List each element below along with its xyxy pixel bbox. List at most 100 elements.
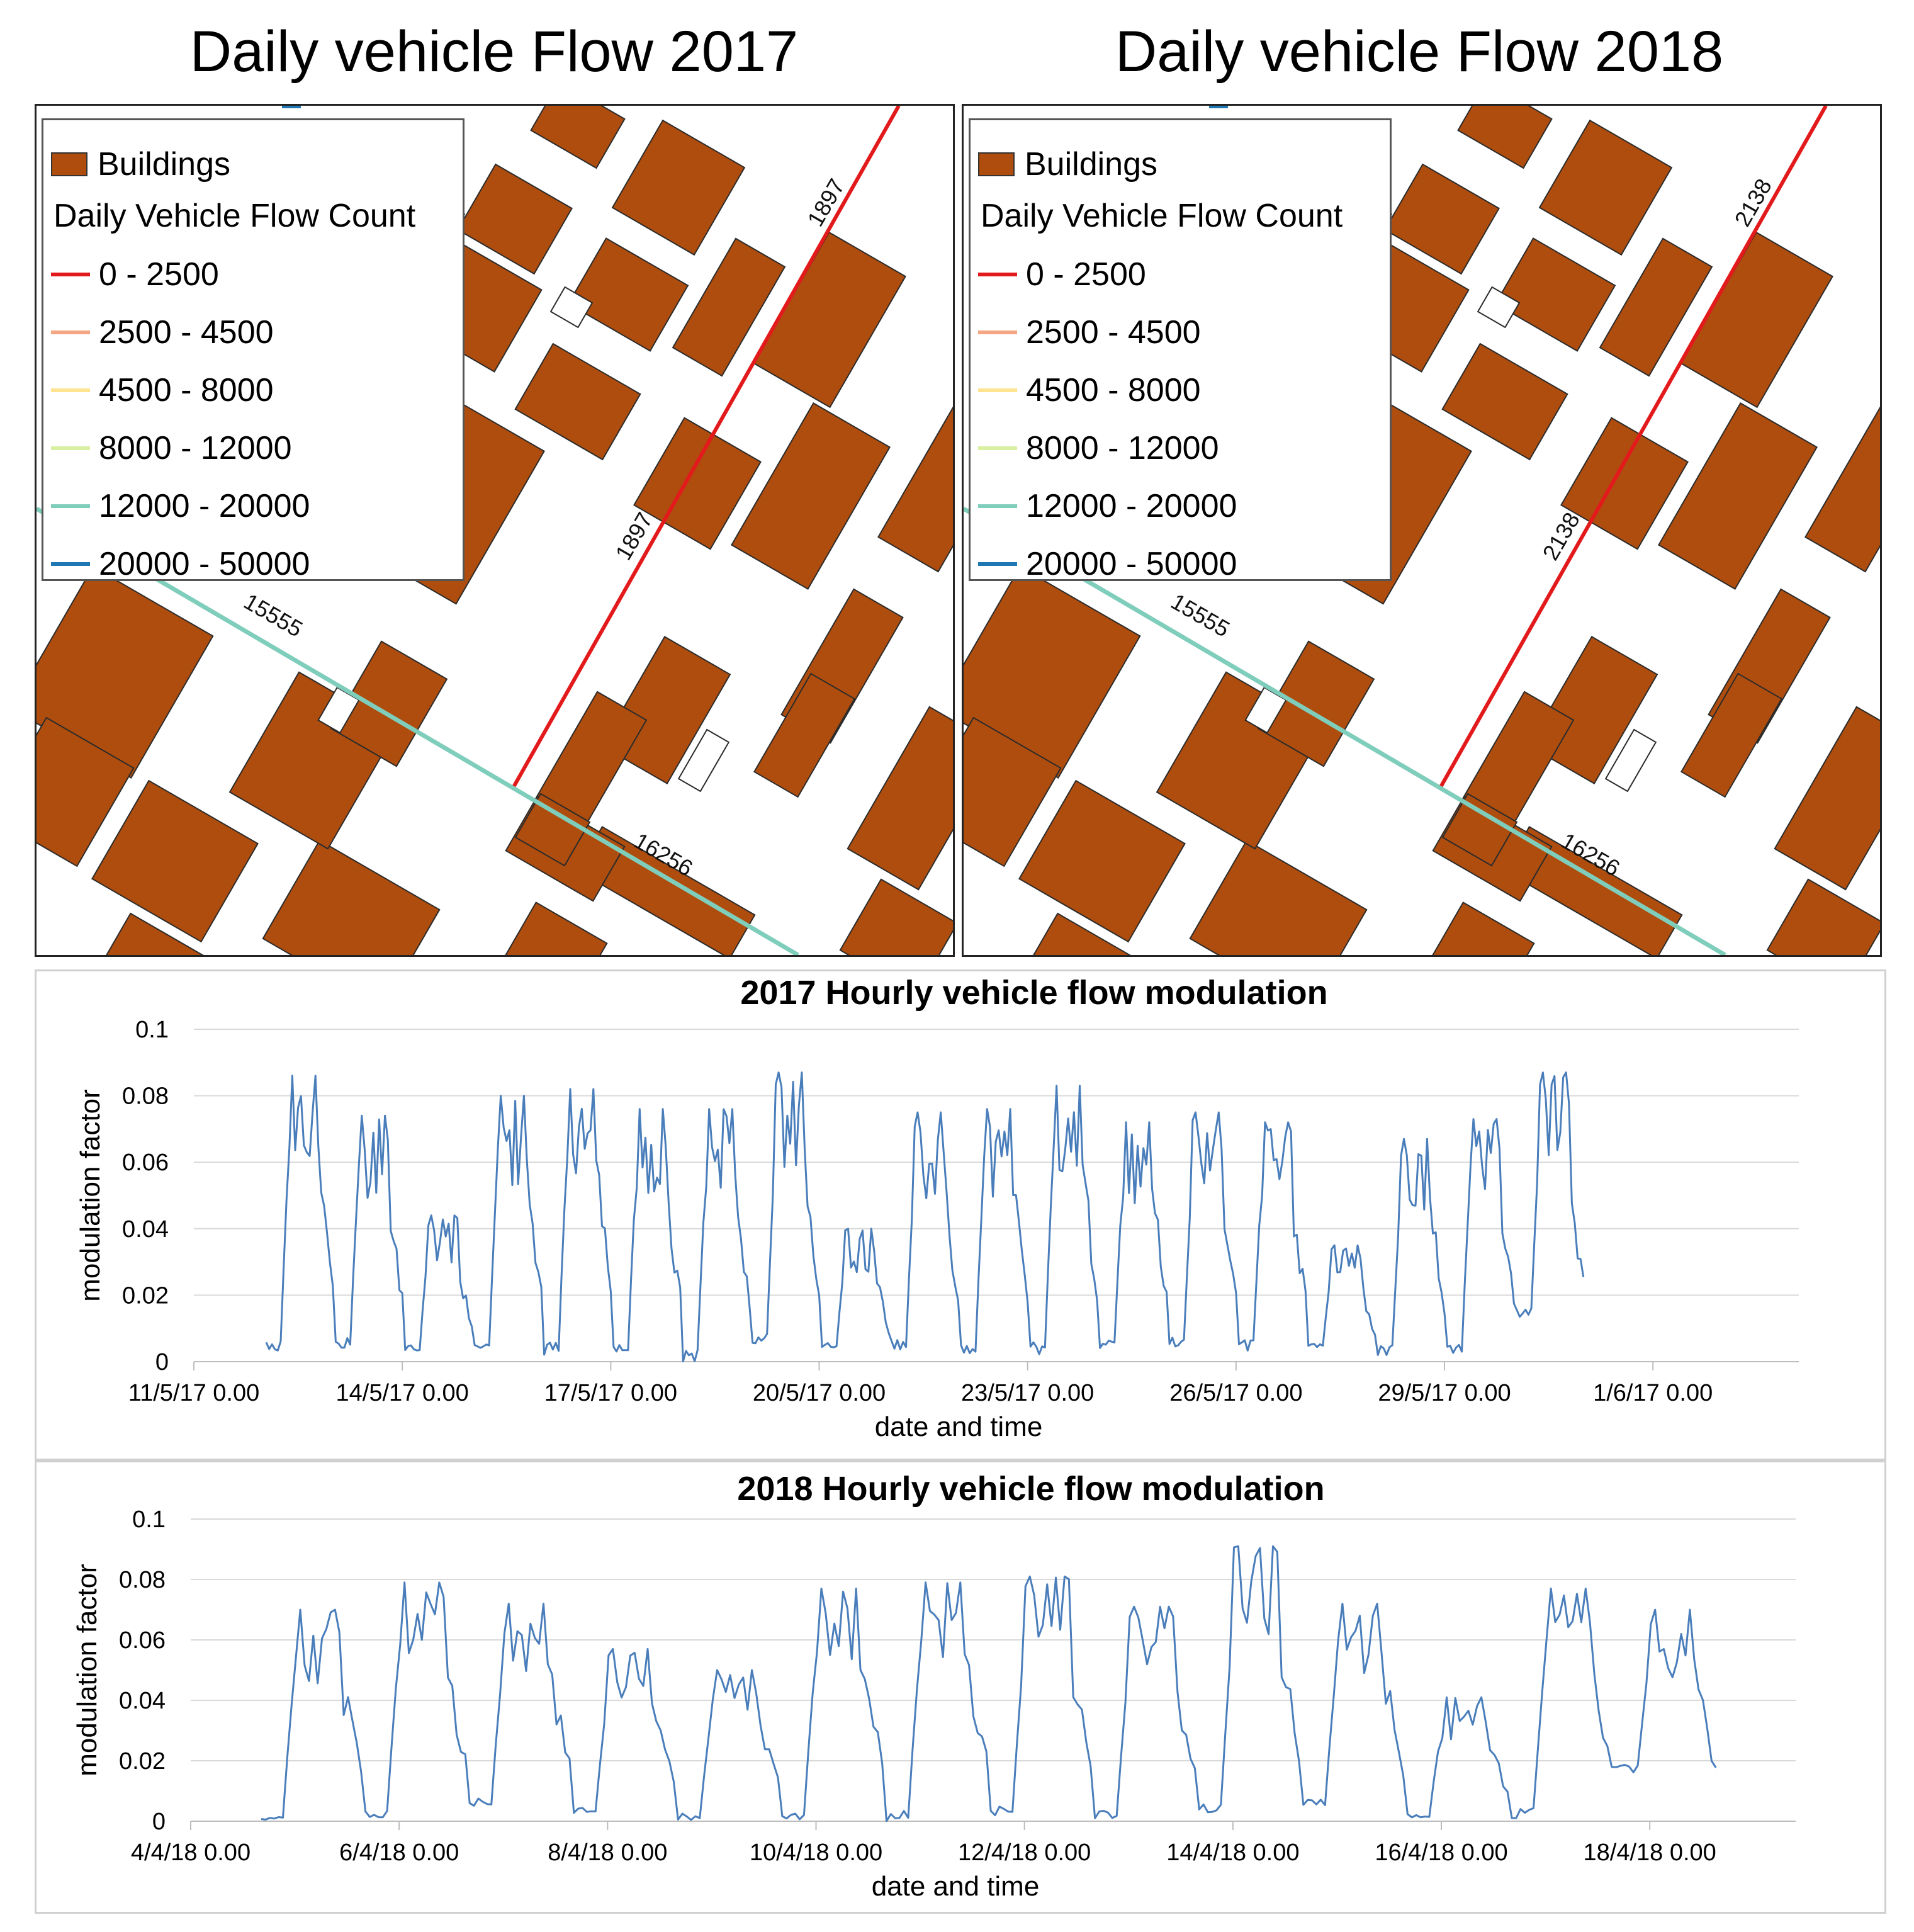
legend-row-class-5: 20000 - 50000	[43, 539, 310, 589]
y-tick-label: 0.1	[135, 1017, 169, 1043]
building-15	[600, 636, 731, 784]
building-31	[1441, 793, 1518, 867]
map-2017[interactable]: 1897 1897 15555 16256 Buildings Daily Vehic…	[35, 104, 955, 957]
legend-row-class-1: 2500 - 4500	[43, 307, 274, 358]
y-tick-label: 0	[152, 1809, 166, 1835]
y-axis-label: modulation factor	[75, 1089, 106, 1302]
x-tick-label: 29/5/17 0.00	[1378, 1380, 1511, 1406]
legend-class-label: 4500 - 8000	[99, 372, 274, 409]
building-8	[1441, 342, 1568, 461]
legend-line-swatch	[978, 504, 1017, 508]
legend-line-swatch	[978, 446, 1017, 450]
legend-row-class-5: 20000 - 50000	[971, 539, 1237, 589]
legend-class-label: 2500 - 4500	[1026, 314, 1201, 351]
legend-buildings-label: Buildings	[1025, 146, 1158, 183]
building-29	[964, 716, 1062, 867]
x-axis-label: date and time	[875, 1411, 1043, 1442]
x-tick-label: 1/6/17 0.00	[1593, 1380, 1713, 1406]
legend-row-class-2: 4500 - 8000	[43, 365, 274, 415]
legend-class-label: 12000 - 20000	[99, 488, 310, 524]
legend-heading: Daily Vehicle Flow Count	[53, 198, 416, 234]
y-tick-label: 0.08	[122, 1083, 169, 1110]
legend-row-class-3: 8000 - 12000	[971, 423, 1219, 473]
legend-line-swatch	[978, 330, 1017, 334]
legend-row-class-4: 12000 - 20000	[43, 481, 310, 531]
building-2	[457, 163, 573, 275]
building-24	[92, 912, 208, 955]
building-14	[753, 672, 856, 798]
chart-2017: 2017 Hourly vehicle flow modulation 0 0.02…	[75, 974, 1799, 1442]
x-tick-label: 12/4/18 0.00	[958, 1839, 1091, 1866]
x-axis-label: date and time	[872, 1871, 1040, 1902]
building-18	[91, 779, 259, 943]
building-19	[262, 839, 441, 955]
building-20	[1424, 901, 1535, 955]
legend-line-swatch	[51, 330, 90, 334]
building-0	[1457, 106, 1553, 169]
y-tick-label: 0.02	[122, 1282, 169, 1309]
building-27	[877, 394, 953, 573]
y-tick-label: 0	[155, 1349, 169, 1376]
building-22	[847, 706, 953, 891]
map-legend: Buildings Daily Vehicle Flow Count 0 - 2…	[969, 118, 1392, 582]
series-line	[265, 1071, 1585, 1363]
map-legend: Buildings Daily Vehicle Flow Count 0 - 2…	[42, 118, 464, 582]
courtyard-0	[549, 286, 594, 329]
legend-class-label: 0 - 2500	[1026, 256, 1146, 293]
map-2018[interactable]: 2138 2138 15555 16256 Buildings Daily Vehic…	[962, 104, 1882, 957]
building-11	[731, 402, 891, 590]
road-low-flow[interactable]	[1439, 106, 1828, 788]
y-tick-label: 0.04	[119, 1688, 166, 1714]
y-axis-label: modulation factor	[72, 1564, 103, 1777]
x-tick-label: 18/4/18 0.00	[1584, 1839, 1716, 1866]
road-low-flow[interactable]	[512, 106, 901, 788]
building-3	[611, 119, 746, 256]
x-tick-label: 11/5/17 0.00	[128, 1380, 259, 1406]
building-23	[839, 878, 953, 955]
legend-class-label: 8000 - 12000	[99, 430, 292, 466]
x-tick-label: 16/4/18 0.00	[1375, 1839, 1507, 1866]
road-label: 2138	[1537, 508, 1585, 565]
legend-class-label: 12000 - 20000	[1026, 488, 1237, 524]
courtyard-0	[1477, 286, 1521, 329]
x-tick-label: 23/5/17 0.00	[961, 1380, 1094, 1406]
building-28	[330, 640, 448, 767]
road-label: 1897	[610, 508, 658, 565]
chart-2017-panel: 2017 Hourly vehicle flow modulation 0 0.02…	[35, 969, 1886, 1460]
building-19	[1189, 839, 1368, 955]
legend-line-swatch	[978, 273, 1017, 276]
road-mid-flow[interactable]	[37, 506, 799, 955]
building-7	[1494, 237, 1616, 352]
legend-class-label: 20000 - 50000	[99, 546, 310, 582]
y-tick-label: 0.06	[122, 1150, 169, 1176]
legend-line-swatch	[978, 562, 1017, 566]
building-8	[514, 342, 641, 461]
legend-heading: Daily Vehicle Flow Count	[981, 198, 1343, 234]
building-31	[514, 793, 591, 867]
y-tick-label: 0.08	[119, 1567, 166, 1593]
building-4	[1599, 237, 1713, 377]
building-28	[1257, 640, 1375, 767]
buildings-layer	[37, 106, 953, 955]
building-18	[1018, 779, 1186, 943]
x-tick-label: 17/5/17 0.00	[544, 1380, 677, 1406]
x-tick-label: 10/4/18 0.00	[750, 1839, 882, 1866]
map-2017-title: Daily vehicle Flow 2017	[189, 20, 799, 84]
building-14	[1680, 672, 1783, 798]
legend-class-label: 2500 - 4500	[99, 314, 274, 351]
legend-row-class-0: 0 - 2500	[971, 249, 1146, 300]
legend-row-class-3: 8000 - 12000	[43, 423, 292, 473]
chart-2018: 2018 Hourly vehicle flow modulation 0 0.02…	[72, 1470, 1796, 1902]
building-20	[497, 901, 608, 955]
chart-2018-panel: 2018 Hourly vehicle flow modulation 0 0.02…	[35, 1460, 1886, 1914]
x-tick-label: 26/5/17 0.00	[1169, 1380, 1302, 1406]
building-27	[1804, 394, 1880, 573]
legend-row-class-2: 4500 - 8000	[971, 365, 1201, 415]
legend-row-class-1: 2500 - 4500	[971, 307, 1201, 358]
building-15	[1528, 636, 1658, 784]
building-24	[1019, 912, 1135, 955]
legend-row-class-4: 12000 - 20000	[971, 481, 1237, 531]
building-29	[37, 716, 135, 867]
road-mid-flow[interactable]	[964, 506, 1726, 955]
